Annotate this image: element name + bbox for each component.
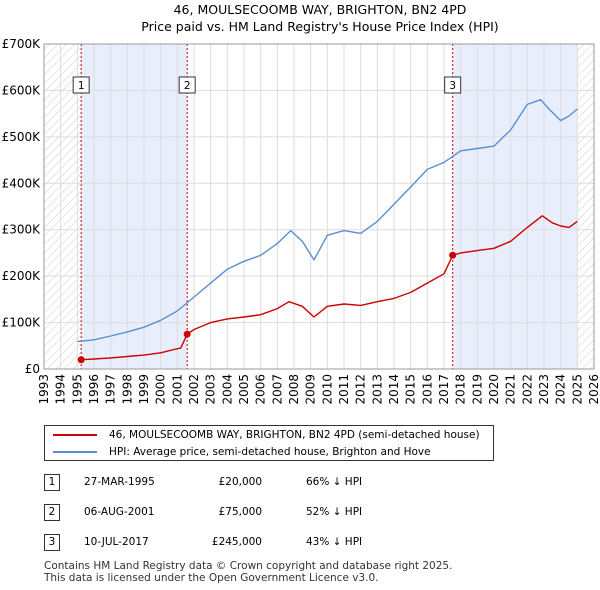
sale-row: 1 27-MAR-1995 £20,000 66% ↓ HPI: [44, 474, 464, 492]
sale-hpi-diff: 43% ↓ HPI: [306, 536, 363, 548]
x-tick-label: 1995: [70, 374, 84, 405]
x-tick-label: 2024: [554, 374, 568, 405]
x-tick-label: 2016: [420, 374, 434, 405]
sale-price: £245,000: [211, 536, 262, 548]
x-tick-label: 2009: [304, 374, 318, 405]
legend-label-hpi: HPI: Average price, semi-detached house,…: [109, 446, 431, 458]
sale-price: £20,000: [218, 476, 262, 488]
legend-item-property: 46, MOULSECOOMB WAY, BRIGHTON, BN2 4PD (…: [53, 427, 480, 443]
series-line-property: [81, 215, 578, 361]
y-tick-label: £600K: [2, 83, 42, 97]
x-tick-label: 2023: [537, 374, 551, 405]
x-tick-label: 1998: [120, 374, 134, 405]
x-tick-label: 2019: [470, 374, 484, 405]
x-tick-label: 2014: [387, 374, 401, 405]
y-tick-label: £700K: [2, 37, 42, 51]
x-tick-label: 2025: [570, 374, 584, 405]
legend-swatch-hpi: [53, 451, 97, 453]
x-tick-label: 2026: [587, 374, 600, 405]
plot-frame: [43, 43, 595, 370]
y-tick-label: £200K: [2, 269, 42, 283]
sale-label-number: 1: [78, 80, 85, 92]
x-tick-label: 2007: [270, 374, 284, 405]
x-tick-label: 2020: [487, 374, 501, 405]
x-tick-label: 2003: [204, 374, 218, 405]
x-tick-label: 2018: [454, 374, 468, 405]
x-tick-label: 1996: [87, 374, 101, 405]
y-tick-label: £400K: [2, 176, 42, 190]
sale-hpi-diff: 52% ↓ HPI: [306, 506, 363, 518]
x-tick-label: 2001: [170, 374, 184, 405]
x-tick-label: 2011: [337, 374, 351, 405]
sale-number-badge: 3: [44, 534, 60, 551]
sale-point: [77, 356, 85, 364]
footer-copyright: Contains HM Land Registry data © Crown c…: [44, 560, 453, 572]
legend-swatch-property: [53, 434, 97, 436]
sale-date: 27-MAR-1995: [84, 476, 155, 488]
y-tick-label: £500K: [2, 130, 42, 144]
hatched-region-future: [577, 44, 594, 369]
chart-subtitle: Price paid vs. HM Land Registry's House …: [141, 19, 498, 34]
sale-row: 2 06-AUG-2001 £75,000 52% ↓ HPI: [44, 504, 464, 522]
sale-date: 06-AUG-2001: [84, 506, 155, 518]
sale-hpi-diff: 66% ↓ HPI: [306, 476, 363, 488]
y-tick-label: £100K: [2, 316, 42, 330]
x-tick-label: 2013: [370, 374, 384, 405]
x-tick-label: 1997: [104, 374, 118, 405]
shaded-span-sale-1-to-2: [81, 44, 188, 369]
sale-row: 3 10-JUL-2017 £245,000 43% ↓ HPI: [44, 534, 464, 552]
footer: Contains HM Land Registry data © Crown c…: [44, 560, 452, 584]
x-tick-label: 2010: [320, 374, 334, 405]
x-tick-label: 2000: [154, 374, 168, 405]
series-line-hpi: [77, 98, 578, 343]
footer-licence: This data is licensed under the Open Gov…: [44, 572, 379, 584]
sale-label-number: 3: [449, 80, 456, 92]
x-tick-label: 1999: [137, 374, 151, 405]
x-tick-label: 1994: [54, 374, 68, 405]
x-tick-label: 2021: [504, 374, 518, 405]
x-tick-label: 2015: [404, 374, 418, 405]
y-tick-label: £0: [25, 362, 40, 376]
shaded-span-after-sale-3: [452, 44, 578, 369]
sale-label-box: [444, 76, 462, 94]
chart-title: 46, MOULSECOOMB WAY, BRIGHTON, BN2 4PD: [174, 2, 467, 17]
sale-label-box: [178, 76, 196, 94]
x-tick-label: 2012: [354, 374, 368, 405]
x-tick-label: 2005: [237, 374, 251, 405]
legend-item-hpi: HPI: Average price, semi-detached house,…: [53, 444, 431, 460]
sale-point: [449, 251, 457, 259]
sale-number-badge: 2: [44, 504, 60, 521]
x-tick-label: 2002: [187, 374, 201, 405]
sale-label-box: [72, 76, 90, 94]
x-tick-label: 2022: [520, 374, 534, 405]
sale-price: £75,000: [218, 506, 262, 518]
legend-label-property: 46, MOULSECOOMB WAY, BRIGHTON, BN2 4PD (…: [109, 429, 480, 441]
sale-label-number: 2: [184, 80, 191, 92]
price-chart: 46, MOULSECOOMB WAY, BRIGHTON, BN2 4PD P…: [2, 2, 600, 405]
hatched-region-before-first-sale: [44, 44, 82, 369]
sale-date: 10-JUL-2017: [84, 536, 149, 548]
x-tick-label: 2006: [254, 374, 268, 405]
x-tick-label: 2004: [220, 374, 234, 405]
x-tick-label: 2008: [287, 374, 301, 405]
x-tick-label: 2017: [437, 374, 451, 405]
y-tick-label: £300K: [2, 223, 42, 237]
chart-legend: 46, MOULSECOOMB WAY, BRIGHTON, BN2 4PD (…: [44, 425, 494, 461]
sale-point: [183, 330, 191, 338]
sale-number-badge: 1: [44, 474, 60, 491]
x-tick-label: 1993: [37, 374, 51, 405]
